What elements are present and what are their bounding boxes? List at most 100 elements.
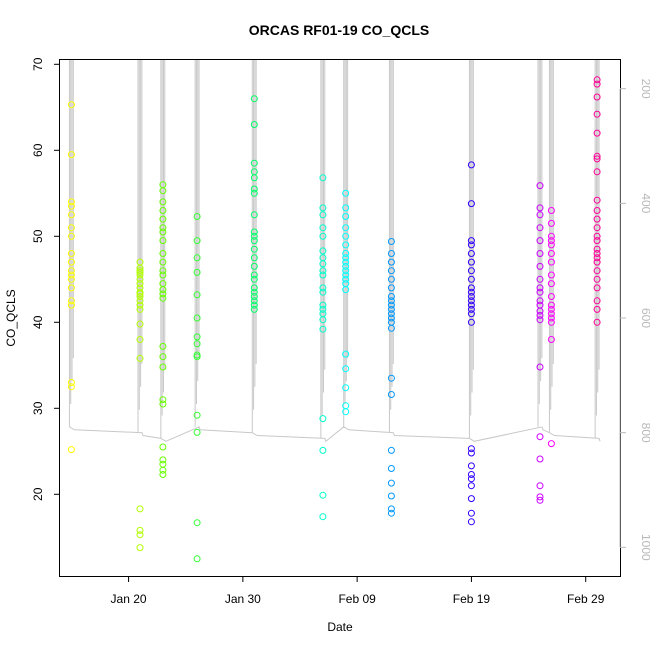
data-point (250, 275, 258, 283)
data-point (536, 211, 544, 219)
data-point (387, 505, 395, 513)
data-point (67, 297, 75, 305)
data-point (136, 258, 144, 266)
data-point (593, 245, 601, 253)
data-point (467, 301, 475, 309)
data-point (547, 250, 555, 257)
data-point (159, 290, 167, 298)
y-tick-label: 40 (31, 315, 45, 329)
data-point (467, 267, 475, 275)
data-point (342, 241, 350, 249)
data-point (536, 224, 544, 232)
data-point (547, 310, 555, 318)
data-point (536, 482, 544, 490)
data-point (593, 284, 601, 292)
data-point (193, 411, 201, 419)
data-point (387, 314, 395, 322)
data-point (536, 311, 544, 319)
data-point (387, 446, 395, 454)
data-point (387, 305, 395, 313)
data-point (250, 168, 258, 176)
data-point (467, 288, 475, 296)
data-point (547, 336, 555, 343)
data-point (467, 310, 475, 318)
data-point (536, 275, 544, 283)
data-point (593, 305, 601, 313)
data-point (467, 318, 475, 326)
x-axis-label: Date (327, 620, 353, 634)
data-point (319, 204, 327, 212)
data-point (67, 198, 75, 206)
data-point (159, 267, 167, 275)
data-point (159, 207, 167, 214)
data-point (159, 460, 167, 468)
data-point (536, 455, 544, 463)
data-point (67, 379, 75, 386)
data-point (319, 254, 327, 262)
data-point (319, 211, 327, 219)
data-point (387, 374, 395, 382)
data-point (136, 531, 144, 539)
data-point (193, 237, 201, 245)
x-tick-label: Jan 30 (225, 592, 261, 606)
y-tick-label: 50 (31, 229, 45, 243)
data-point (136, 284, 144, 292)
data-point (593, 155, 601, 163)
x-tick-label: Feb 29 (567, 592, 605, 606)
data-point (547, 271, 555, 279)
data-point (136, 297, 144, 305)
data-point (342, 267, 350, 275)
data-point (193, 555, 201, 563)
data-point (387, 318, 395, 326)
data-point (342, 402, 350, 410)
data-point (593, 232, 601, 240)
right-tick-label: 600 (639, 308, 650, 328)
data-point (250, 271, 258, 279)
data-point (593, 80, 601, 88)
data-point (319, 174, 327, 182)
data-point (193, 333, 201, 341)
data-point (593, 207, 601, 214)
data-point (547, 280, 555, 288)
data-point (319, 271, 327, 279)
data-point (250, 159, 258, 167)
data-point (319, 284, 327, 292)
data-point (159, 400, 167, 408)
data-point (547, 318, 555, 326)
y-axis-label: CO_QCLS (4, 289, 18, 346)
data-point (193, 268, 201, 276)
data-point (136, 288, 144, 296)
right-tick-label: 400 (639, 193, 650, 213)
data-point (136, 267, 144, 275)
data-point (250, 301, 258, 309)
data-points-layer (67, 76, 601, 563)
data-point (593, 152, 601, 160)
data-point (547, 440, 555, 448)
data-point (547, 207, 555, 214)
data-point (193, 351, 201, 359)
right-tick-label: 200 (639, 79, 650, 99)
data-point (342, 350, 350, 358)
pressure-trace (69, 426, 601, 443)
data-point (467, 305, 475, 313)
data-point (593, 297, 601, 305)
data-point (159, 237, 167, 245)
data-point (319, 310, 327, 318)
data-point (593, 168, 601, 176)
data-point (159, 271, 167, 279)
data-point (250, 284, 258, 292)
data-point (250, 305, 258, 313)
data-point (342, 365, 350, 373)
data-point (467, 471, 475, 478)
data-point (67, 284, 75, 292)
data-point (342, 204, 350, 212)
data-point (319, 224, 327, 232)
data-point (136, 354, 144, 362)
data-point (159, 181, 167, 189)
data-point (319, 267, 327, 275)
data-point (536, 301, 544, 309)
x-axis: Jan 20 Jan 30 Feb 09 Feb 19 Feb 29 (111, 576, 605, 606)
data-point (342, 224, 350, 232)
data-point (67, 383, 75, 391)
data-point (136, 305, 144, 313)
